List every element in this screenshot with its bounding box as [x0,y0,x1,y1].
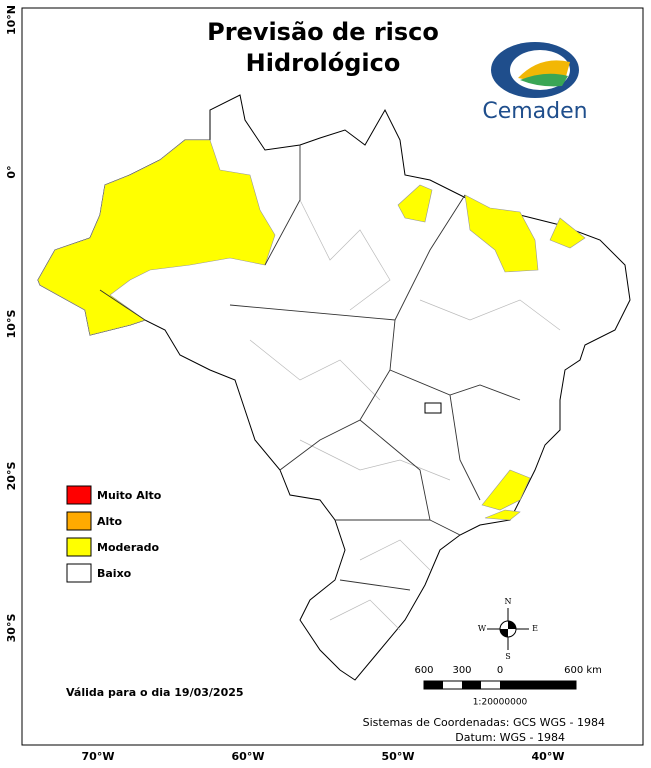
legend: Muito Alto Alto Moderado Baixo [66,485,162,583]
longitude-label: 60°W [232,750,265,763]
longitude-label: 70°W [82,750,115,763]
scale-label: 600 km [564,665,602,676]
compass-s: S [505,652,510,661]
latitude-label: 10°N [5,5,18,35]
compass: N S E W [478,597,538,661]
latitude-label: 10°S [5,310,18,339]
logo-text: Cemaden [482,99,587,124]
compass-n: N [505,597,512,606]
footer-line: Sistemas de Coordenadas: GCS WGS - 1984 [363,716,605,729]
logo: Cemaden [482,42,588,124]
legend-swatch [66,485,92,505]
longitude-label: 40°W [532,750,565,763]
legend-label: Baixo [97,567,132,580]
compass-w: W [478,624,487,633]
scale-ratio: 1:20000000 [473,698,528,708]
legend-swatch [66,511,92,531]
longitude-label: 50°W [382,750,415,763]
legend-label: Alto [97,515,123,528]
scale-label: 600 [414,665,433,676]
latitude-label: 0° [5,165,18,178]
latitude-labels: 10°N 0° 10°S 20°S 30°S [5,5,18,642]
legend-label: Moderado [97,541,160,554]
scale-label: 0 [497,665,503,676]
latitude-label: 20°S [5,462,18,491]
title-line: Hidrológico [246,49,401,77]
legend-label: Muito Alto [97,489,162,502]
footer-line: Datum: WGS - 1984 [455,731,565,744]
scale-label: 300 [452,665,471,676]
latitude-label: 30°S [5,614,18,643]
brazil-map [37,94,631,681]
legend-swatch [66,537,92,557]
legend-swatch [66,563,92,583]
scale-bar: 600 300 0 600 km 1:20000000 [414,665,601,708]
compass-e: E [532,624,538,633]
longitude-labels: 70°W 60°W 50°W 40°W [82,750,565,763]
valid-date: Válida para o dia 19/03/2025 [66,686,244,699]
title-line: Previsão de risco [207,18,439,46]
